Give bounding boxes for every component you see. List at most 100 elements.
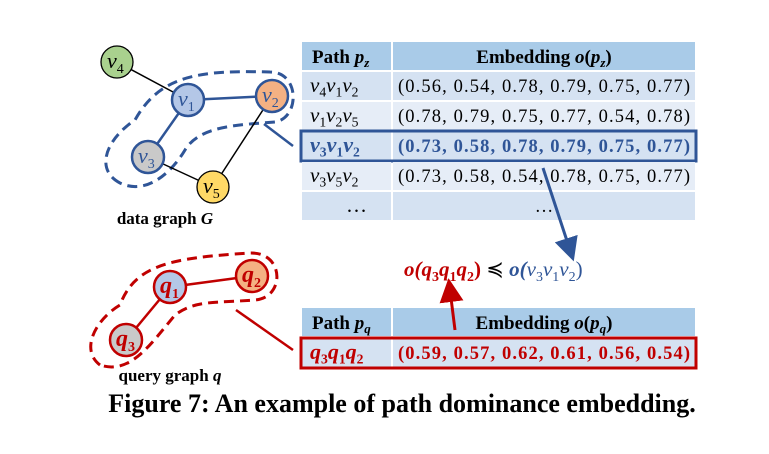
path-token-sub: 2: [352, 175, 359, 190]
node-q3: q3: [108, 322, 144, 358]
path-token-sub: 5: [352, 115, 359, 130]
query-graph-label-var: q: [213, 366, 222, 385]
path-token-base: v: [310, 103, 320, 127]
path-token-base: v: [342, 103, 352, 127]
node-circle: [234, 258, 270, 294]
query-graph-label-text: query graph: [119, 366, 213, 385]
node-label: v5: [203, 173, 220, 202]
header-var: o: [575, 47, 585, 68]
node-label-base: q: [242, 262, 254, 288]
embedding-cell: [393, 132, 695, 160]
query-table-row: q3​q1​q2​ (0.59, 0.57, 0.62, 0.61, 0.56, …: [299, 336, 698, 370]
node-label-sub: 2: [254, 276, 261, 291]
embedding-value: …: [535, 197, 554, 217]
node-label-base: q: [160, 273, 172, 299]
data-table-row: ……: [302, 192, 695, 220]
node-label-sub: 5: [213, 187, 220, 202]
path-cell: [302, 102, 391, 130]
node-label: v3: [138, 143, 155, 172]
path-cell: [302, 72, 391, 100]
node-v3: v3: [130, 139, 166, 175]
path-token-sub: 1: [335, 85, 342, 100]
path-token-base: q: [310, 339, 321, 364]
node-circle: [108, 322, 144, 358]
path-token-sub: 2: [352, 85, 359, 100]
header-arg: p: [589, 47, 601, 68]
data-table-header-path: Path pz: [312, 47, 370, 70]
token-base: q: [439, 257, 450, 281]
token-sub: 1: [450, 270, 457, 285]
node-q1: q1: [152, 269, 188, 305]
node-label-sub: 1: [188, 100, 195, 115]
path-label: v3​v1​v2​: [310, 132, 360, 160]
highlight-hull-query-path: [89, 251, 279, 369]
node-label: q2: [242, 262, 261, 291]
data-table-header-path-cell: [302, 42, 391, 70]
path-token-sub: 3: [320, 145, 327, 160]
embedding-cell: [393, 162, 695, 190]
path-cell: [302, 162, 391, 190]
header-text: Path: [312, 313, 355, 334]
header-var: p: [353, 47, 365, 68]
paren: (: [585, 47, 591, 68]
token-base: q: [422, 257, 433, 281]
left-fn: o(: [404, 257, 424, 281]
node-circle: [254, 78, 290, 114]
node-label: v2: [262, 82, 279, 111]
dominance-relation: ≼: [481, 257, 509, 281]
data-table-row: v4​v1​v2​ (0.56, 0.54, 0.78, 0.79, 0.75, …: [302, 72, 695, 100]
token-base: q: [457, 257, 468, 281]
edge-v5-v2: [212, 95, 273, 188]
highlight-box: [299, 129, 698, 163]
embedding-cell: [393, 192, 695, 220]
node-circle: [170, 82, 206, 118]
node-v2: v2: [254, 78, 290, 114]
arrow-from-query-embedding: [439, 278, 464, 331]
header-sub: z: [599, 55, 606, 70]
path-token-sub: 2: [353, 145, 360, 160]
path-label: q3​q1​q2​: [310, 339, 364, 367]
token-sub: 1: [552, 270, 559, 285]
embedding-cell: [393, 72, 695, 100]
token-sub: 2: [569, 270, 576, 285]
data-table-header-embedding: Embedding o(pz): [476, 47, 611, 70]
path-token-sub: 1: [339, 352, 346, 367]
left-close: ): [474, 257, 481, 281]
query-table-header-path-cell: [302, 308, 391, 336]
figure-caption: Figure 7: An example of path dominance e…: [108, 389, 695, 418]
path-token-base: v: [326, 163, 336, 187]
node-label-sub: 2: [272, 96, 279, 111]
node-q2: q2: [234, 258, 270, 294]
header-text: Embedding: [476, 47, 575, 68]
node-circle: [152, 269, 188, 305]
node-label-base: v: [262, 82, 272, 107]
paren: (: [584, 313, 590, 334]
embedding-cell: [393, 102, 695, 130]
path-token-base: q: [328, 339, 339, 364]
path-token-sub: 3: [319, 175, 326, 190]
node-label: q1: [160, 273, 179, 302]
arrow-to-dominance: [541, 167, 578, 262]
path-token-base: v: [310, 132, 320, 157]
node-label-sub: 1: [172, 287, 179, 302]
path-label: v3​v5​v2​: [310, 163, 359, 190]
header-text: Path: [312, 47, 355, 68]
connector-query-path: [235, 308, 294, 352]
path-token-sub: 2: [357, 352, 364, 367]
node-label: q3: [116, 326, 135, 355]
header-sub: q: [364, 321, 371, 336]
node-v4: v4: [100, 45, 134, 79]
data-table-header-embedding-cell: [393, 42, 695, 70]
query-table-header-embedding: Embedding o(pq): [476, 313, 613, 336]
token-sub: 3: [432, 270, 439, 285]
path-token-base: v: [326, 73, 336, 97]
query-graph-label: query graph q: [119, 366, 222, 385]
embedding-cell: [393, 339, 695, 367]
data-table-row: v1​v2​v5​ (0.78, 0.79, 0.75, 0.77, 0.54, …: [302, 102, 695, 130]
token-sub: 3: [536, 270, 543, 285]
embedding-value: (0.78, 0.79, 0.75, 0.77, 0.54, 0.78): [398, 107, 690, 127]
node-v1: v1: [170, 82, 206, 118]
path-label: v1​v2​v5​: [310, 103, 359, 130]
embedding-value: (0.59, 0.57, 0.62, 0.61, 0.56, 0.54): [398, 344, 690, 364]
